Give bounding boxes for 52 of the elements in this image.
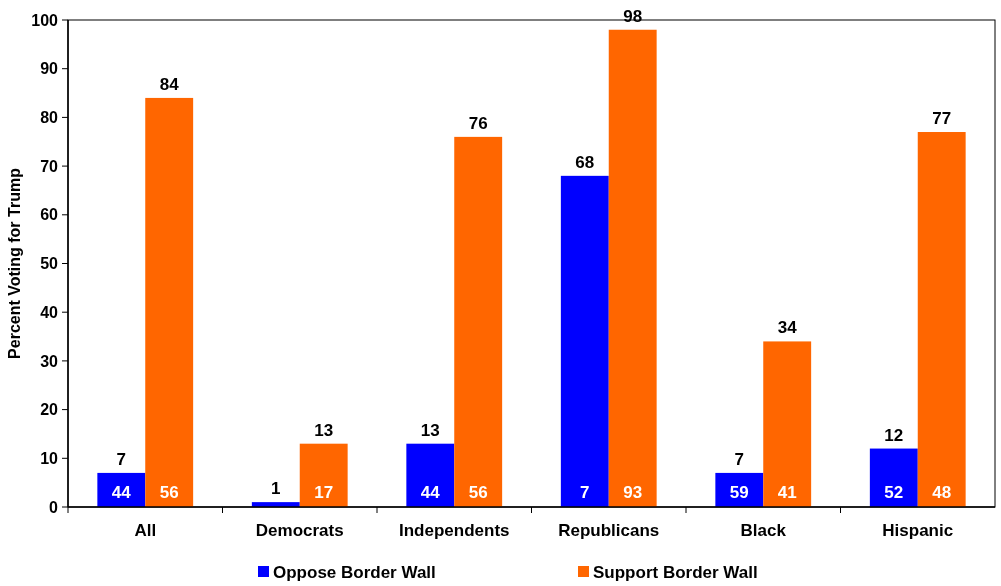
annotation: 52 (884, 483, 904, 503)
y-tick-label: 0 (49, 498, 59, 516)
data-label: 68 (575, 152, 595, 172)
y-tick-label: 10 (40, 449, 59, 467)
annotation: 59 (729, 483, 749, 503)
data-label: 7 (116, 449, 127, 469)
data-label: 84 (159, 74, 180, 94)
x-tick-label: Republicans (558, 521, 660, 540)
y-tick-label: 100 (31, 11, 59, 29)
annotation: 48 (932, 483, 952, 503)
bar (299, 443, 348, 507)
data-label: 1 (271, 479, 281, 499)
bar (869, 448, 918, 507)
y-axis-title: Percent Voting for Trump (6, 167, 23, 359)
y-tick-label: 60 (40, 206, 59, 224)
legend-label: Support Border Wall (593, 562, 758, 582)
legend-label: Oppose Border Wall (273, 562, 436, 582)
annotation: 93 (623, 483, 643, 503)
bar (145, 97, 194, 507)
bar (406, 443, 455, 507)
annotation: 56 (159, 483, 179, 503)
annotation: 7 (580, 483, 590, 503)
y-tick-label: 20 (40, 401, 59, 419)
x-tick-label: Hispanic (882, 521, 954, 540)
annotation: 44 (420, 483, 441, 503)
data-label: 12 (884, 425, 904, 445)
annotation: 41 (777, 483, 797, 503)
data-label: 34 (777, 318, 798, 338)
annotation: 17 (314, 483, 334, 503)
bar (917, 132, 966, 507)
y-tick-label: 80 (40, 109, 59, 126)
x-tick-label: All (134, 521, 157, 540)
y-tick-label: 90 (40, 60, 59, 78)
bar (560, 175, 609, 507)
y-tick-label: 40 (40, 303, 59, 321)
x-tick-label: Independents (398, 521, 510, 540)
y-tick-label: 30 (40, 352, 59, 370)
y-tick-label: 50 (40, 255, 59, 273)
data-label: 13 (420, 420, 440, 440)
data-label: 76 (468, 113, 488, 133)
data-label: 13 (314, 420, 334, 440)
x-tick-label: Democrats (255, 521, 344, 540)
annotation: 56 (468, 483, 488, 503)
bar (763, 341, 812, 507)
bar (608, 29, 657, 507)
y-tick-label: 70 (40, 157, 59, 175)
annotation: 44 (111, 483, 132, 503)
data-label: 98 (623, 6, 643, 26)
x-tick-label: Black (740, 521, 787, 540)
data-label: 7 (734, 449, 745, 469)
data-label: 77 (932, 109, 952, 129)
bar (454, 136, 503, 507)
